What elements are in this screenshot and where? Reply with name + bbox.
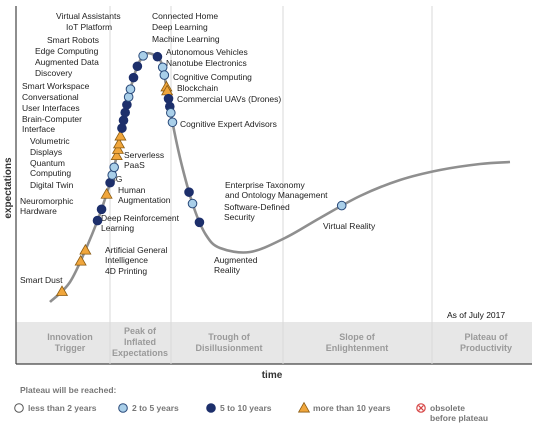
data-point [123, 92, 134, 102]
data-point [112, 137, 126, 149]
data-point [96, 204, 107, 215]
data-point [79, 243, 92, 255]
point-label: Augmented Data [35, 57, 99, 67]
phase-label: Innovation Trigger [47, 332, 93, 353]
data-point [166, 108, 176, 118]
data-point [111, 143, 125, 154]
point-label: Conversational [22, 92, 79, 102]
point-label: Virtual Reality [323, 221, 376, 231]
data-point [132, 61, 143, 72]
point-label: Smart Workspace [22, 81, 90, 91]
phase-label: Peak of Inflated Expectations [112, 326, 168, 358]
data-point [138, 51, 148, 61]
point-label: Enterprise Taxonomy and Ontology Manageme… [225, 180, 328, 200]
point-label: Software-Defined Security [224, 202, 290, 222]
data-point [122, 99, 132, 110]
legend-label: less than 2 years [28, 403, 97, 413]
point-label: IoT Platform [66, 22, 112, 32]
data-point [125, 84, 136, 94]
legend-marker [297, 401, 311, 413]
data-point [100, 187, 113, 199]
point-label: Digital Twin [30, 180, 74, 190]
legend-label: more than 10 years [313, 403, 391, 413]
point-label: Commercial UAVs (Drones) [177, 94, 281, 104]
data-point [157, 62, 168, 73]
point-label: Cognitive Expert Advisors [180, 119, 277, 129]
legend-label: 2 to 5 years [132, 403, 179, 413]
point-label: Volumetric [30, 136, 70, 146]
data-point [152, 51, 163, 62]
legend-marker [206, 403, 216, 413]
data-point [107, 170, 118, 180]
point-label: Discovery [35, 68, 73, 78]
data-point [109, 162, 119, 173]
data-point [118, 115, 129, 126]
legend-marker [118, 403, 128, 413]
data-points [55, 51, 347, 296]
point-label: Smart Robots [47, 35, 99, 45]
point-label: Brain-Computer Interface [22, 114, 82, 134]
data-point [74, 254, 87, 266]
legend-label: 5 to 10 years [220, 403, 272, 413]
point-label: Smart Dust [20, 275, 63, 285]
phase-label: Trough of Disillusionment [195, 332, 262, 353]
point-label: Blockchain [177, 83, 218, 93]
data-point [159, 70, 170, 80]
data-point [117, 123, 127, 133]
point-label: Edge Computing [35, 46, 99, 56]
data-point [184, 187, 194, 197]
point-label: Artificial General Intelligence [105, 245, 167, 265]
point-label: Displays [30, 147, 62, 157]
point-label: Machine Learning [152, 34, 220, 44]
point-label: Deep Reinforcement Learning [101, 213, 180, 233]
point-label: Nanotube Electronics [166, 58, 247, 68]
point-label: Human Augmentation [118, 185, 171, 205]
data-point [336, 200, 347, 211]
legend: less than 2 years 2 to 5 years 5 to 10 yea… [14, 401, 488, 423]
point-label: Augmented Reality [214, 255, 258, 275]
point-label: Virtual Assistants [56, 11, 121, 21]
legend-marker [416, 403, 426, 413]
point-label: Connected Home [152, 11, 218, 21]
phase-bands [15, 6, 532, 365]
phase-label: Plateau of Productivity [460, 332, 512, 353]
data-point [128, 72, 139, 83]
data-point [110, 149, 123, 161]
point-label: Serverless PaaS [124, 150, 164, 170]
point-label: 4D Printing [105, 266, 147, 276]
legend-label: obsolete before plateau [430, 403, 488, 423]
data-point [120, 107, 130, 118]
data-point [194, 217, 205, 228]
data-point [167, 117, 178, 128]
data-point [55, 285, 69, 296]
point-label: Neuromorphic Hardware [20, 196, 74, 216]
point-label: Cognitive Computing [173, 72, 252, 82]
data-point [187, 198, 198, 209]
phase-label: Slope of Enlightenment [326, 332, 389, 353]
point-label: User Interfaces [22, 103, 80, 113]
point-label: 5G [111, 174, 122, 184]
point-label: Deep Learning [152, 22, 208, 32]
phase-labels: Innovation Trigger Peak of Inflated Expectat… [47, 326, 512, 358]
data-point [92, 215, 103, 226]
as-of-date: As of July 2017 [447, 310, 505, 320]
point-label: Quantum Computing [30, 158, 71, 178]
x-axis-label: time [262, 370, 283, 381]
data-point [114, 129, 127, 141]
point-label: Autonomous Vehicles [166, 47, 248, 57]
y-axis-label: expectations [3, 157, 14, 219]
legend-marker [14, 403, 24, 413]
data-point [163, 93, 174, 104]
legend-title: Plateau will be reached: [20, 385, 117, 395]
